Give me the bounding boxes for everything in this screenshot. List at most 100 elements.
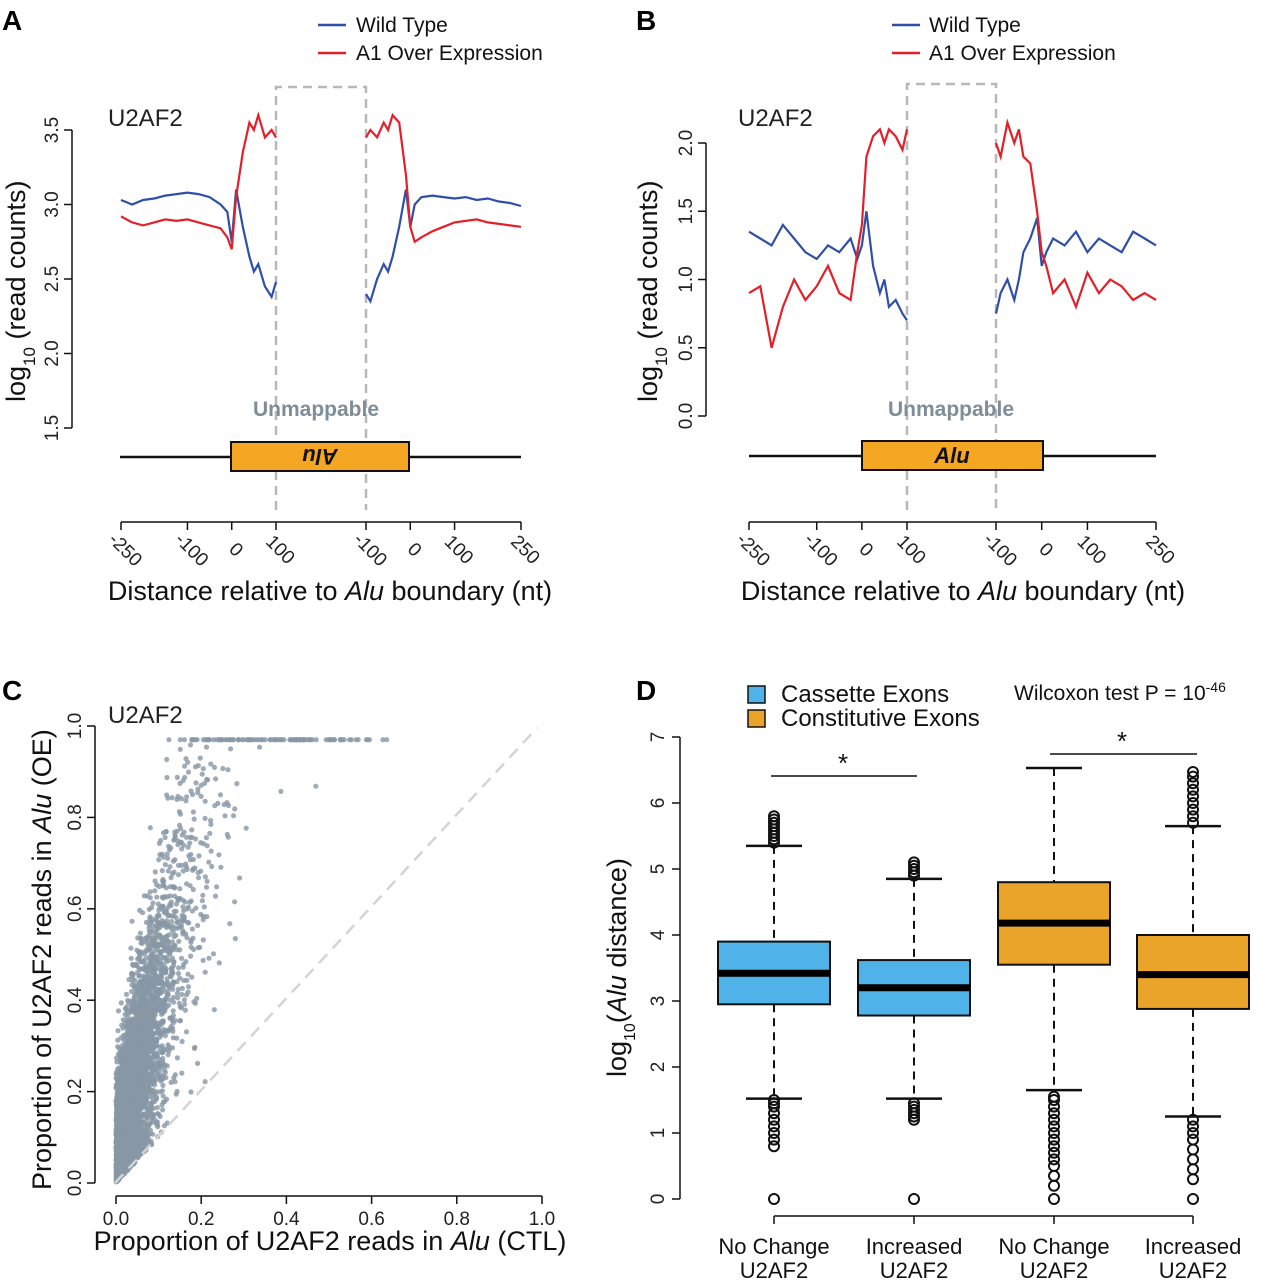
scatter-point: [166, 737, 172, 743]
outlier-point: [1187, 797, 1199, 809]
scatter-point: [164, 774, 170, 781]
y-tick-label: 3.5: [42, 117, 63, 143]
scatter-point: [141, 1088, 147, 1094]
series-wild-type-right: [994, 217, 1157, 314]
scatter-point: [204, 878, 210, 884]
outlier-point: [1048, 1133, 1060, 1146]
x-tick-label: 100: [892, 531, 929, 568]
scatter-point: [177, 1018, 183, 1024]
scatter-point: [145, 983, 151, 989]
x-tick-label: 100: [261, 531, 298, 568]
y-tick-label: 1.5: [676, 198, 697, 224]
scatter-point: [146, 922, 153, 928]
outlier-point: [1048, 1107, 1060, 1120]
scatter-point: [202, 737, 208, 743]
scatter-point: [149, 1008, 155, 1014]
scatter-point: [154, 918, 160, 925]
x-axis-title: Distance relative to Alu boundary (nt): [108, 576, 552, 606]
scatter-point: [182, 1001, 188, 1007]
scatter-point: [175, 793, 181, 800]
scatter-point: [151, 948, 158, 955]
outlier-point: [1187, 1173, 1199, 1186]
x-tick-label: 250: [506, 531, 543, 568]
scatter-point: [211, 1007, 217, 1013]
scatter-point: [114, 1132, 120, 1138]
scatter-point: [132, 1149, 138, 1155]
scatter-point: [114, 1145, 120, 1151]
scatter-point: [179, 832, 185, 838]
scatter-point: [177, 886, 183, 892]
outlier-point: [1048, 1090, 1060, 1103]
scatter-point: [142, 1012, 148, 1018]
scatter-point: [174, 920, 180, 926]
scatter-point: [123, 1094, 129, 1100]
scatter-point: [150, 924, 156, 930]
scatter-point: [198, 793, 204, 800]
unmappable-region: [274, 85, 368, 510]
scatter-point: [167, 1015, 173, 1021]
scatter-point: [155, 901, 161, 907]
outlier-point: [768, 1094, 780, 1106]
scatter-point: [195, 786, 201, 792]
scatter-point: [150, 900, 156, 906]
significance-star-cassette: *: [838, 748, 848, 778]
outlier-point: [1187, 1120, 1199, 1133]
scatter-point: [187, 742, 194, 748]
scatter-point: [116, 1111, 122, 1117]
scatter-point: [202, 815, 208, 822]
scatter-point: [198, 868, 204, 874]
scatter-point: [162, 1000, 168, 1006]
scatter-point: [175, 970, 182, 977]
x-tick-label: 0.4: [273, 1209, 300, 1230]
scatter-point: [142, 1025, 148, 1031]
x-tick-label: -250: [104, 529, 146, 571]
x-tick-label: 0: [1034, 539, 1056, 561]
outlier-point: [1187, 1143, 1199, 1156]
scatter-point: [164, 792, 170, 798]
panel-a-letter: A: [2, 5, 22, 36]
scatter-point: [183, 798, 189, 804]
outlier-point: [768, 1113, 780, 1126]
scatter-point: [232, 936, 238, 942]
y-tick-label: 6: [648, 798, 669, 809]
scatter-point: [174, 1088, 180, 1095]
scatter-point: [208, 848, 214, 854]
scatter-point: [131, 1040, 137, 1046]
scatter-point: [152, 878, 158, 884]
scatter-point: [185, 984, 192, 990]
alu-label: Alu: [933, 443, 970, 468]
category-label: U2AF2: [740, 1258, 808, 1280]
panel-c-letter: C: [2, 675, 22, 706]
outlier-point: [768, 1193, 780, 1205]
scatter-point: [384, 737, 390, 743]
scatter-point: [188, 937, 194, 943]
scatter-point: [155, 1124, 161, 1130]
scatter-point: [176, 938, 182, 944]
scatter-point: [146, 946, 152, 952]
x-axis: No Change U2AF2 Increased U2AF2 No Chang…: [718, 1215, 1241, 1280]
outlier-point: [908, 1193, 920, 1205]
y-tick-label: 0.8: [65, 804, 86, 830]
outlier-point: [768, 810, 780, 823]
scatter-point: [306, 737, 312, 743]
scatter-point: [148, 1049, 154, 1055]
legend-constitutive: Constitutive Exons: [781, 705, 980, 732]
scatter-point: [125, 997, 131, 1003]
outlier-point: [908, 1097, 920, 1110]
y-axis-title: log10(Alu distance): [602, 858, 639, 1077]
scatter-point: [171, 979, 177, 986]
scatter-point: [179, 991, 185, 998]
y-tick-label: 0.0: [65, 1170, 86, 1196]
x-tick-label: 0: [224, 539, 246, 561]
scatter-point: [216, 852, 222, 858]
legend-wild-type: Wild Type: [356, 14, 448, 37]
scatter-point: [113, 1140, 119, 1146]
scatter-point: [194, 737, 200, 743]
scatter-point: [202, 874, 208, 880]
scatter-point: [225, 834, 231, 840]
scatter-point: [166, 1044, 172, 1050]
scatter-point: [184, 935, 190, 941]
scatter-point: [161, 1067, 167, 1073]
scatter-point: [155, 980, 161, 987]
panel-d: D Cassette Exons Constitutive Exons Wilc…: [602, 675, 1250, 1280]
